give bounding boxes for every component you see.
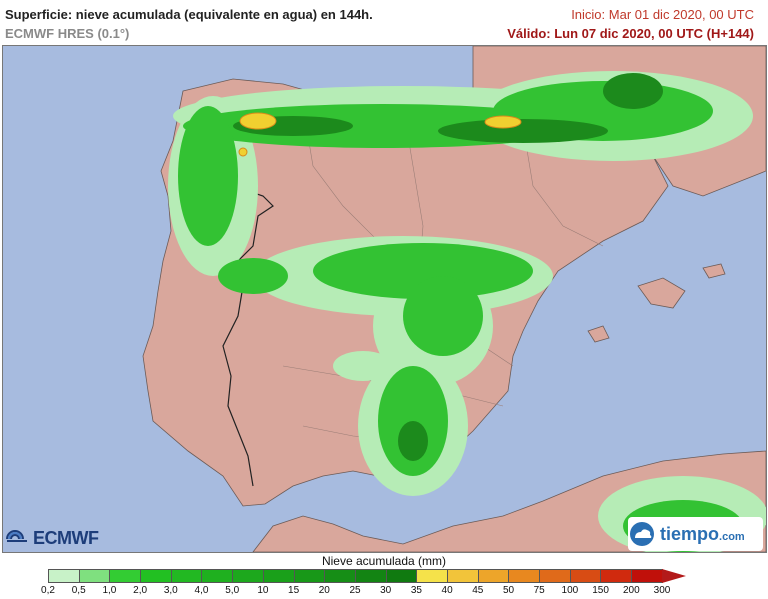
scale-tick-label: 50	[502, 585, 515, 596]
start-time: Inicio: Mar 01 dic 2020, 00 UTC	[571, 7, 754, 22]
ibiza-island	[587, 325, 610, 343]
scale-swatch	[354, 569, 387, 583]
scale-tick-label: 35	[410, 585, 422, 596]
scale-swatch	[477, 569, 510, 583]
map-title: Superficie: nieve acumulada (equivalente…	[5, 7, 373, 22]
valid-time: Válido: Lun 07 dic 2020, 00 UTC (H+144)	[507, 26, 754, 41]
scale-tick-label: 20	[318, 585, 330, 596]
menorca-island	[702, 263, 726, 279]
tiempo-cloud-icon	[630, 522, 654, 546]
header: Superficie: nieve acumulada (equivalente…	[0, 0, 768, 44]
scale-swatch	[109, 569, 142, 583]
scale-tick-label: 0,5	[71, 585, 86, 596]
scale-swatch	[508, 569, 540, 583]
scale-swatch	[569, 569, 602, 583]
mallorca-island	[637, 277, 686, 309]
scale-tick-label: 0,2	[41, 585, 55, 596]
scale-swatch	[170, 569, 203, 583]
scale-tick-label: 10	[257, 585, 269, 596]
scale-swatch	[416, 569, 448, 583]
scale-tick-label: 200	[622, 585, 640, 596]
color-scale	[48, 569, 686, 583]
ecmwf-swirl-icon	[6, 529, 27, 542]
scale-tick-label: 300	[653, 585, 671, 596]
scale-swatch	[539, 569, 571, 583]
ecmwf-logo: ECMWF	[4, 528, 99, 549]
scale-swatch	[600, 569, 633, 583]
scale-tick-label: 5,0	[225, 585, 240, 596]
scale-tick-label: 150	[592, 585, 609, 596]
scale-tick-label: 2,0	[133, 585, 148, 596]
scale-tick-label: 4,0	[194, 585, 209, 596]
scale-swatch	[48, 569, 80, 583]
scale-tick-label: 45	[472, 585, 484, 596]
scale-swatch	[631, 569, 663, 583]
scale-tick-label: 1,0	[102, 585, 117, 596]
scale-swatch	[78, 569, 111, 583]
scale-tick-label: 25	[349, 585, 361, 596]
tiempo-logo-text: tiempo.com	[660, 523, 745, 544]
legend-title: Nieve acumulada (mm)	[321, 554, 447, 568]
scale-tick-label: 3,0	[163, 585, 178, 596]
scale-tick-label: 75	[533, 585, 545, 596]
scale-tick-label: 100	[561, 585, 579, 596]
scale-swatch	[232, 569, 264, 583]
scale-swatch	[262, 569, 295, 583]
scale-swatch	[324, 569, 356, 583]
snow-yellow	[238, 112, 522, 157]
ecmwf-logo-text: ECMWF	[33, 528, 99, 548]
tiempo-logo[interactable]: tiempo.com	[628, 517, 763, 551]
scale-tick-label: 15	[288, 585, 300, 596]
scale-swatch	[293, 569, 326, 583]
forecast-map[interactable]	[2, 45, 767, 553]
snow-dark	[233, 73, 663, 461]
scale-tick-label: 40	[441, 585, 453, 596]
scale-arrow	[661, 569, 686, 583]
scale-swatch	[446, 569, 479, 583]
scale-swatch	[140, 569, 172, 583]
scale-ticks: 0,2 0,5 1,0 2,0 3,0 4,0 5,0 10 15 20 25 30 35 40 45 50 7…	[0, 585, 768, 599]
model-label: ECMWF HRES (0.1°)	[5, 26, 130, 41]
scale-tick-label: 30	[380, 585, 392, 596]
map-canvas	[3, 46, 766, 552]
scale-swatch	[385, 569, 418, 583]
scale-swatch	[201, 569, 234, 583]
